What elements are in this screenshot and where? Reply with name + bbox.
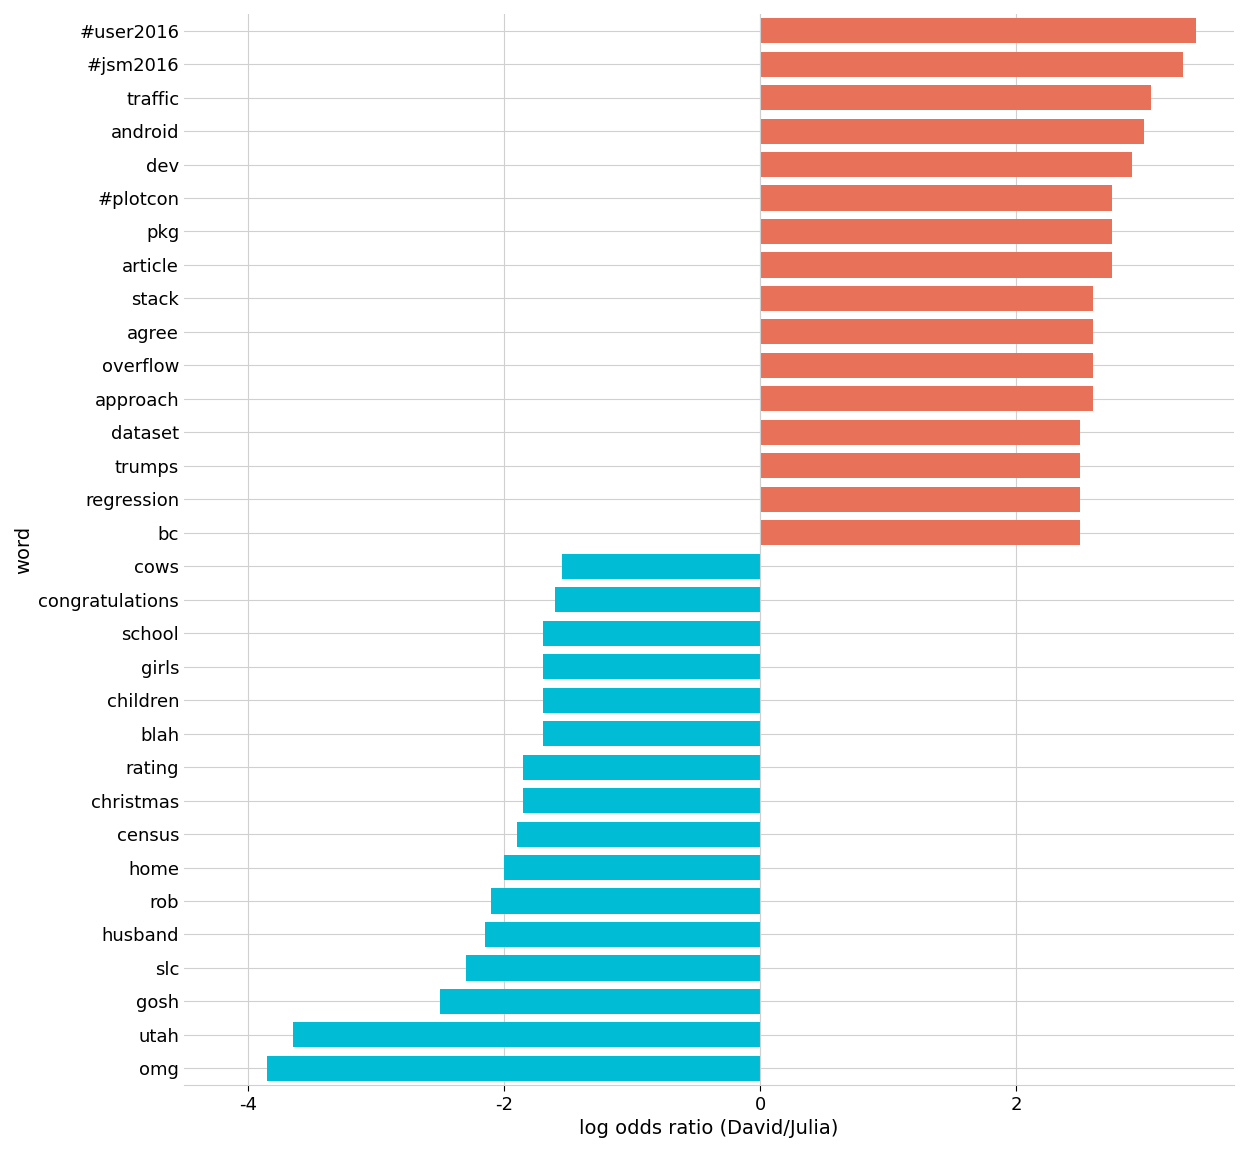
Bar [485, 922, 760, 947]
Bar [543, 688, 760, 713]
Bar [562, 554, 760, 578]
Bar [504, 855, 760, 880]
Bar [760, 219, 1112, 244]
Bar [441, 988, 760, 1014]
Bar [543, 721, 760, 746]
Bar [517, 821, 760, 847]
Bar [760, 119, 1144, 144]
Bar [523, 755, 760, 780]
Y-axis label: word: word [14, 525, 32, 574]
Bar [293, 1022, 760, 1047]
Bar [492, 888, 760, 914]
Bar [543, 654, 760, 680]
Bar [760, 152, 1132, 177]
Bar [760, 487, 1081, 511]
Bar [760, 453, 1081, 478]
Bar [267, 1056, 760, 1081]
Bar [760, 85, 1151, 111]
Bar [760, 185, 1112, 211]
Bar [760, 286, 1093, 311]
X-axis label: log odds ratio (David/Julia): log odds ratio (David/Julia) [579, 1119, 839, 1138]
Bar [523, 788, 760, 813]
Bar [555, 588, 760, 612]
Bar [760, 252, 1112, 278]
Bar [760, 419, 1081, 445]
Bar [760, 353, 1093, 378]
Bar [760, 386, 1093, 411]
Bar [760, 319, 1093, 344]
Bar [760, 52, 1183, 77]
Bar [543, 621, 760, 646]
Bar [760, 521, 1081, 545]
Bar [466, 955, 760, 980]
Bar [760, 18, 1196, 43]
